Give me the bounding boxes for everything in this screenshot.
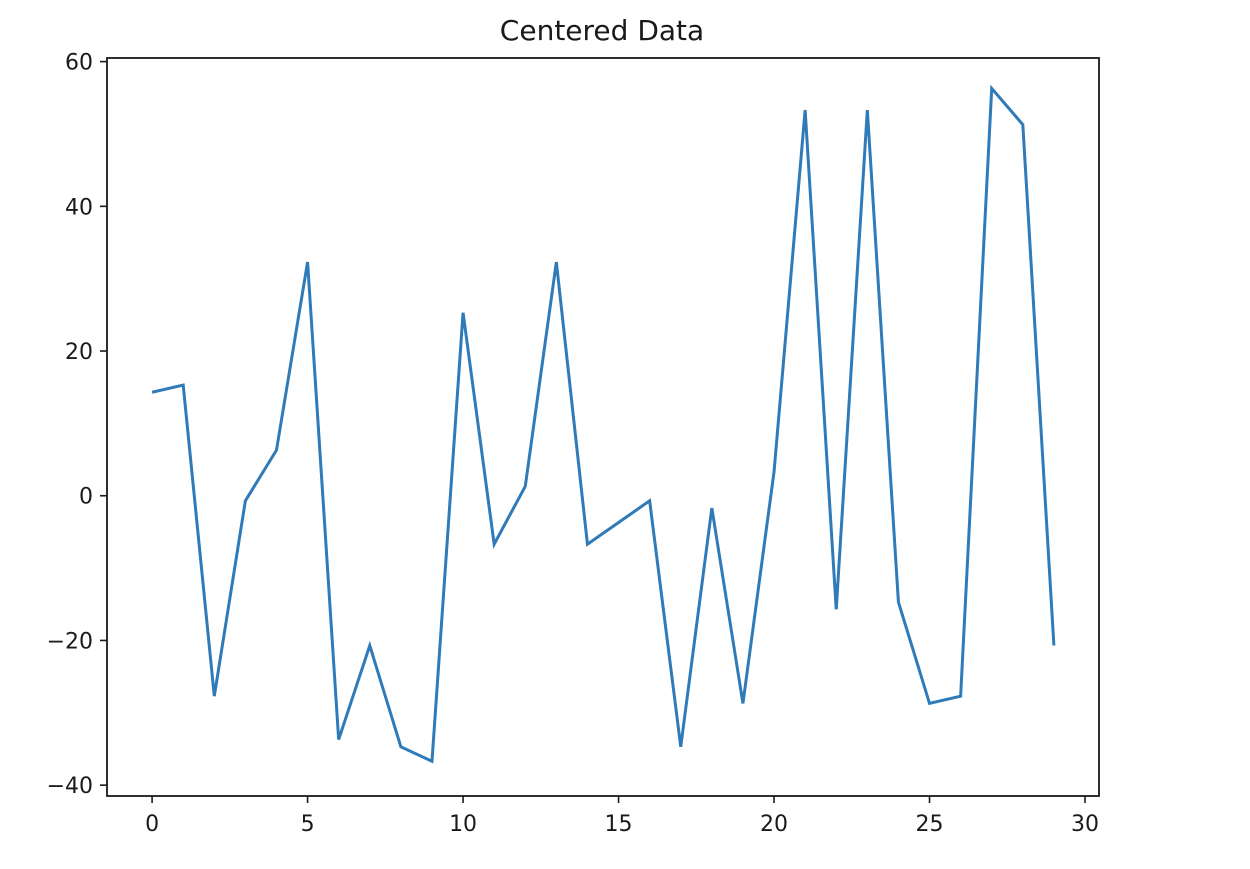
chart-title: Centered Data (500, 14, 704, 47)
x-tick-label: 0 (145, 812, 159, 837)
x-tick-label: 20 (760, 812, 788, 837)
y-tick-label: 40 (65, 195, 93, 220)
x-tick-label: 15 (605, 812, 633, 837)
plot-frame (107, 58, 1099, 796)
y-tick-label: −40 (47, 774, 93, 799)
x-tick-label: 30 (1071, 812, 1099, 837)
ticks-layer: 0 5 10 15 20 25 30 −40 −20 0 20 40 60 (47, 51, 1099, 837)
y-tick-label: 0 (79, 485, 93, 510)
x-tick-label: 10 (449, 812, 477, 837)
y-tick-label: 60 (65, 51, 93, 76)
y-tick-label: −20 (47, 629, 93, 654)
series-line (152, 88, 1054, 761)
x-tick-label: 25 (916, 812, 944, 837)
series-layer (152, 88, 1054, 761)
y-tick-label: 20 (65, 340, 93, 365)
x-tick-label: 5 (301, 812, 315, 837)
